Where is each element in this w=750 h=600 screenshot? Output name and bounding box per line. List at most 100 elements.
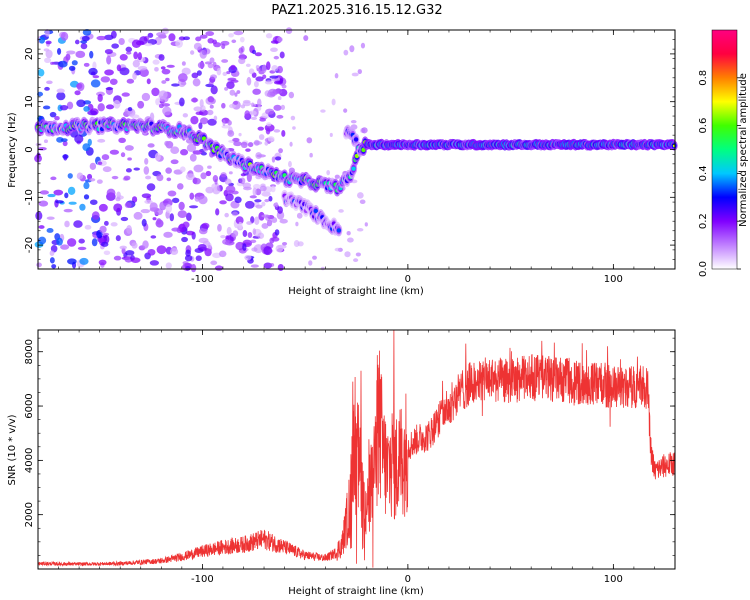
noise-blob <box>264 141 269 146</box>
noise-blob <box>106 55 112 65</box>
noise-blob <box>58 60 68 68</box>
noise-blob <box>244 255 252 261</box>
noise-blob <box>278 148 283 154</box>
noise-blob <box>102 166 112 173</box>
noise-blob <box>235 69 239 77</box>
noise-blob <box>89 162 97 171</box>
noise-blob <box>259 118 267 122</box>
noise-blob <box>141 218 147 227</box>
noise-blob <box>111 43 119 49</box>
noise-blob <box>245 63 251 68</box>
noise-blob <box>320 109 326 113</box>
noise-blob <box>164 140 170 146</box>
noise-blob <box>137 65 148 71</box>
noise-blob <box>264 90 271 97</box>
noise-blob <box>227 120 232 126</box>
noise-blob <box>98 259 107 266</box>
snr-x-tick-label: 100 <box>604 574 623 585</box>
noise-blob <box>158 54 165 61</box>
noise-blob <box>353 258 359 263</box>
colorbar-tick-label: 0.8 <box>698 70 709 86</box>
noise-blob <box>225 185 236 193</box>
noise-blob <box>132 59 140 68</box>
noise-blob <box>198 122 203 130</box>
noise-blob <box>161 103 171 107</box>
noise-blob <box>163 231 173 238</box>
noise-blob <box>104 49 113 55</box>
noise-blob <box>165 262 172 269</box>
noise-blob <box>92 75 100 79</box>
noise-blob <box>55 200 64 204</box>
noise-blob <box>50 176 57 181</box>
noise-blob <box>359 199 366 204</box>
spectrogram-x-tick-label: 0 <box>405 274 411 285</box>
spectrogram-x-tick-label: -100 <box>191 274 214 285</box>
noise-blob <box>120 152 126 158</box>
noise-blob <box>67 186 76 196</box>
noise-blob <box>245 200 255 209</box>
noise-blob <box>137 100 145 109</box>
noise-blob <box>361 127 368 134</box>
noise-blob <box>225 193 234 202</box>
noise-blob <box>36 262 42 268</box>
noise-blob <box>221 59 229 63</box>
noise-blob <box>265 33 273 39</box>
noise-blob <box>217 223 222 232</box>
spectrogram-y-tick-label: 10 <box>24 95 35 108</box>
noise-blob <box>149 202 158 211</box>
noise-blob <box>89 50 94 59</box>
noise-blob <box>142 240 149 249</box>
noise-blob <box>59 104 69 111</box>
noise-blob <box>162 106 172 116</box>
noise-blob <box>141 208 148 213</box>
noise-blob <box>124 145 134 151</box>
noise-blob <box>273 80 283 85</box>
noise-blob <box>80 43 88 50</box>
noise-blob <box>124 202 132 208</box>
noise-blob <box>68 201 77 205</box>
noise-blob <box>356 192 364 199</box>
snr-y-ticks: 2000 4000 6000 8000 <box>24 337 675 556</box>
noise-blob <box>165 77 170 82</box>
snr-y-label: SNR (10 * v/v) <box>7 414 18 485</box>
noise-blob <box>360 42 366 49</box>
noise-blob <box>265 127 271 135</box>
noise-blob <box>343 108 348 113</box>
noise-blob <box>193 164 204 173</box>
noise-blob <box>185 249 191 257</box>
noise-blob <box>214 179 218 185</box>
noise-blob <box>252 187 257 196</box>
noise-blob <box>212 61 217 67</box>
noise-blob <box>331 98 336 106</box>
spectrogram-y-ticks: -20 -10 0 10 20 <box>24 29 675 270</box>
noise-blob <box>161 68 171 75</box>
noise-blob <box>275 244 284 253</box>
noise-blob <box>197 243 207 251</box>
noise-blob <box>92 61 97 70</box>
noise-blob <box>76 99 86 108</box>
colorbar-ticks: 0.0 0.2 0.4 0.6 0.8 <box>698 70 741 277</box>
noise-blob <box>276 114 284 119</box>
noise-blob <box>226 71 231 75</box>
noise-blob <box>104 69 114 76</box>
noise-blob <box>251 247 258 252</box>
noise-blob <box>63 208 73 213</box>
noise-blob <box>277 264 284 271</box>
noise-blob <box>91 211 100 220</box>
noise-blob <box>205 186 214 194</box>
noise-blob <box>150 235 157 239</box>
noise-blob <box>110 222 118 227</box>
noise-blob <box>190 50 195 55</box>
noise-blob <box>90 79 101 88</box>
noise-blob <box>192 177 201 185</box>
noise-blob <box>35 211 43 221</box>
noise-blob <box>261 223 269 229</box>
noise-blob <box>257 98 262 107</box>
noise-blob <box>182 113 189 118</box>
noise-blob <box>210 74 218 80</box>
noise-blob <box>227 130 235 137</box>
noise-blob <box>83 62 90 67</box>
noise-blob <box>49 250 55 256</box>
noise-blob <box>275 202 279 208</box>
snr-y-tick-label: 4000 <box>24 448 35 473</box>
